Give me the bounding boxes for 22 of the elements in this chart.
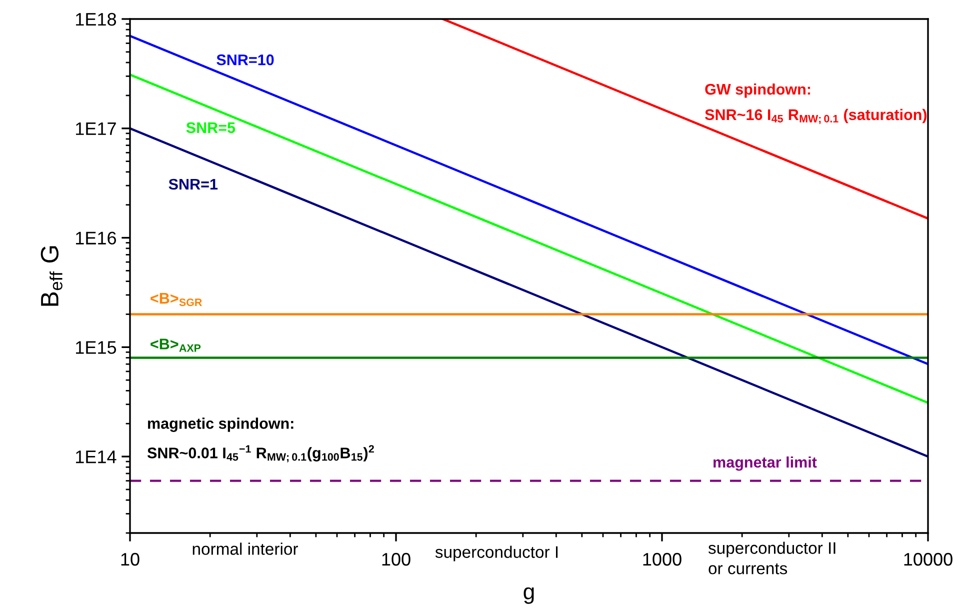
y-tick-label: 1E18 xyxy=(76,12,116,26)
ref-line-label: magnetar limit xyxy=(714,456,817,471)
x-tick-label: 1000 xyxy=(643,552,682,566)
y-axis-title: B$_{eff}$ G xyxy=(40,246,62,306)
x-axis-title: g xyxy=(524,587,534,604)
series-label: SNR=5 xyxy=(186,122,236,134)
series-label: GW spindown: SNR~16 I$_{45}$ R$_{MW;0.1}$ (saturation) xyxy=(705,83,927,124)
series-label: SNR=1 xyxy=(168,178,218,190)
text: normal interior xyxy=(192,542,298,555)
ref-line-label: <B>$_{SGR}$ xyxy=(150,293,202,306)
y-tick-label: 1E16 xyxy=(76,232,116,244)
y-tick-label: 1E14 xyxy=(76,450,116,464)
text: magnetic spindown: SNR~0.01 I$_{45}$$^{−1}$ R$_{MW;0.1}$(g$_{100}$B$_{15}$)$^{2}$ xyxy=(147,418,374,462)
x-tick-label: 100 xyxy=(382,552,410,566)
text: superconductor I xyxy=(435,546,558,562)
series-label: SNR=10 xyxy=(216,54,274,66)
x-tick-label: 10 xyxy=(121,552,140,566)
ref-line-label: <B>$_{AXP}$ xyxy=(150,338,201,352)
text: superconductor II or currents xyxy=(708,542,836,574)
y-tick-label: 1E15 xyxy=(76,341,116,354)
y-tick-label: 1E17 xyxy=(76,122,116,135)
x-tick-label: 10000 xyxy=(904,552,952,566)
